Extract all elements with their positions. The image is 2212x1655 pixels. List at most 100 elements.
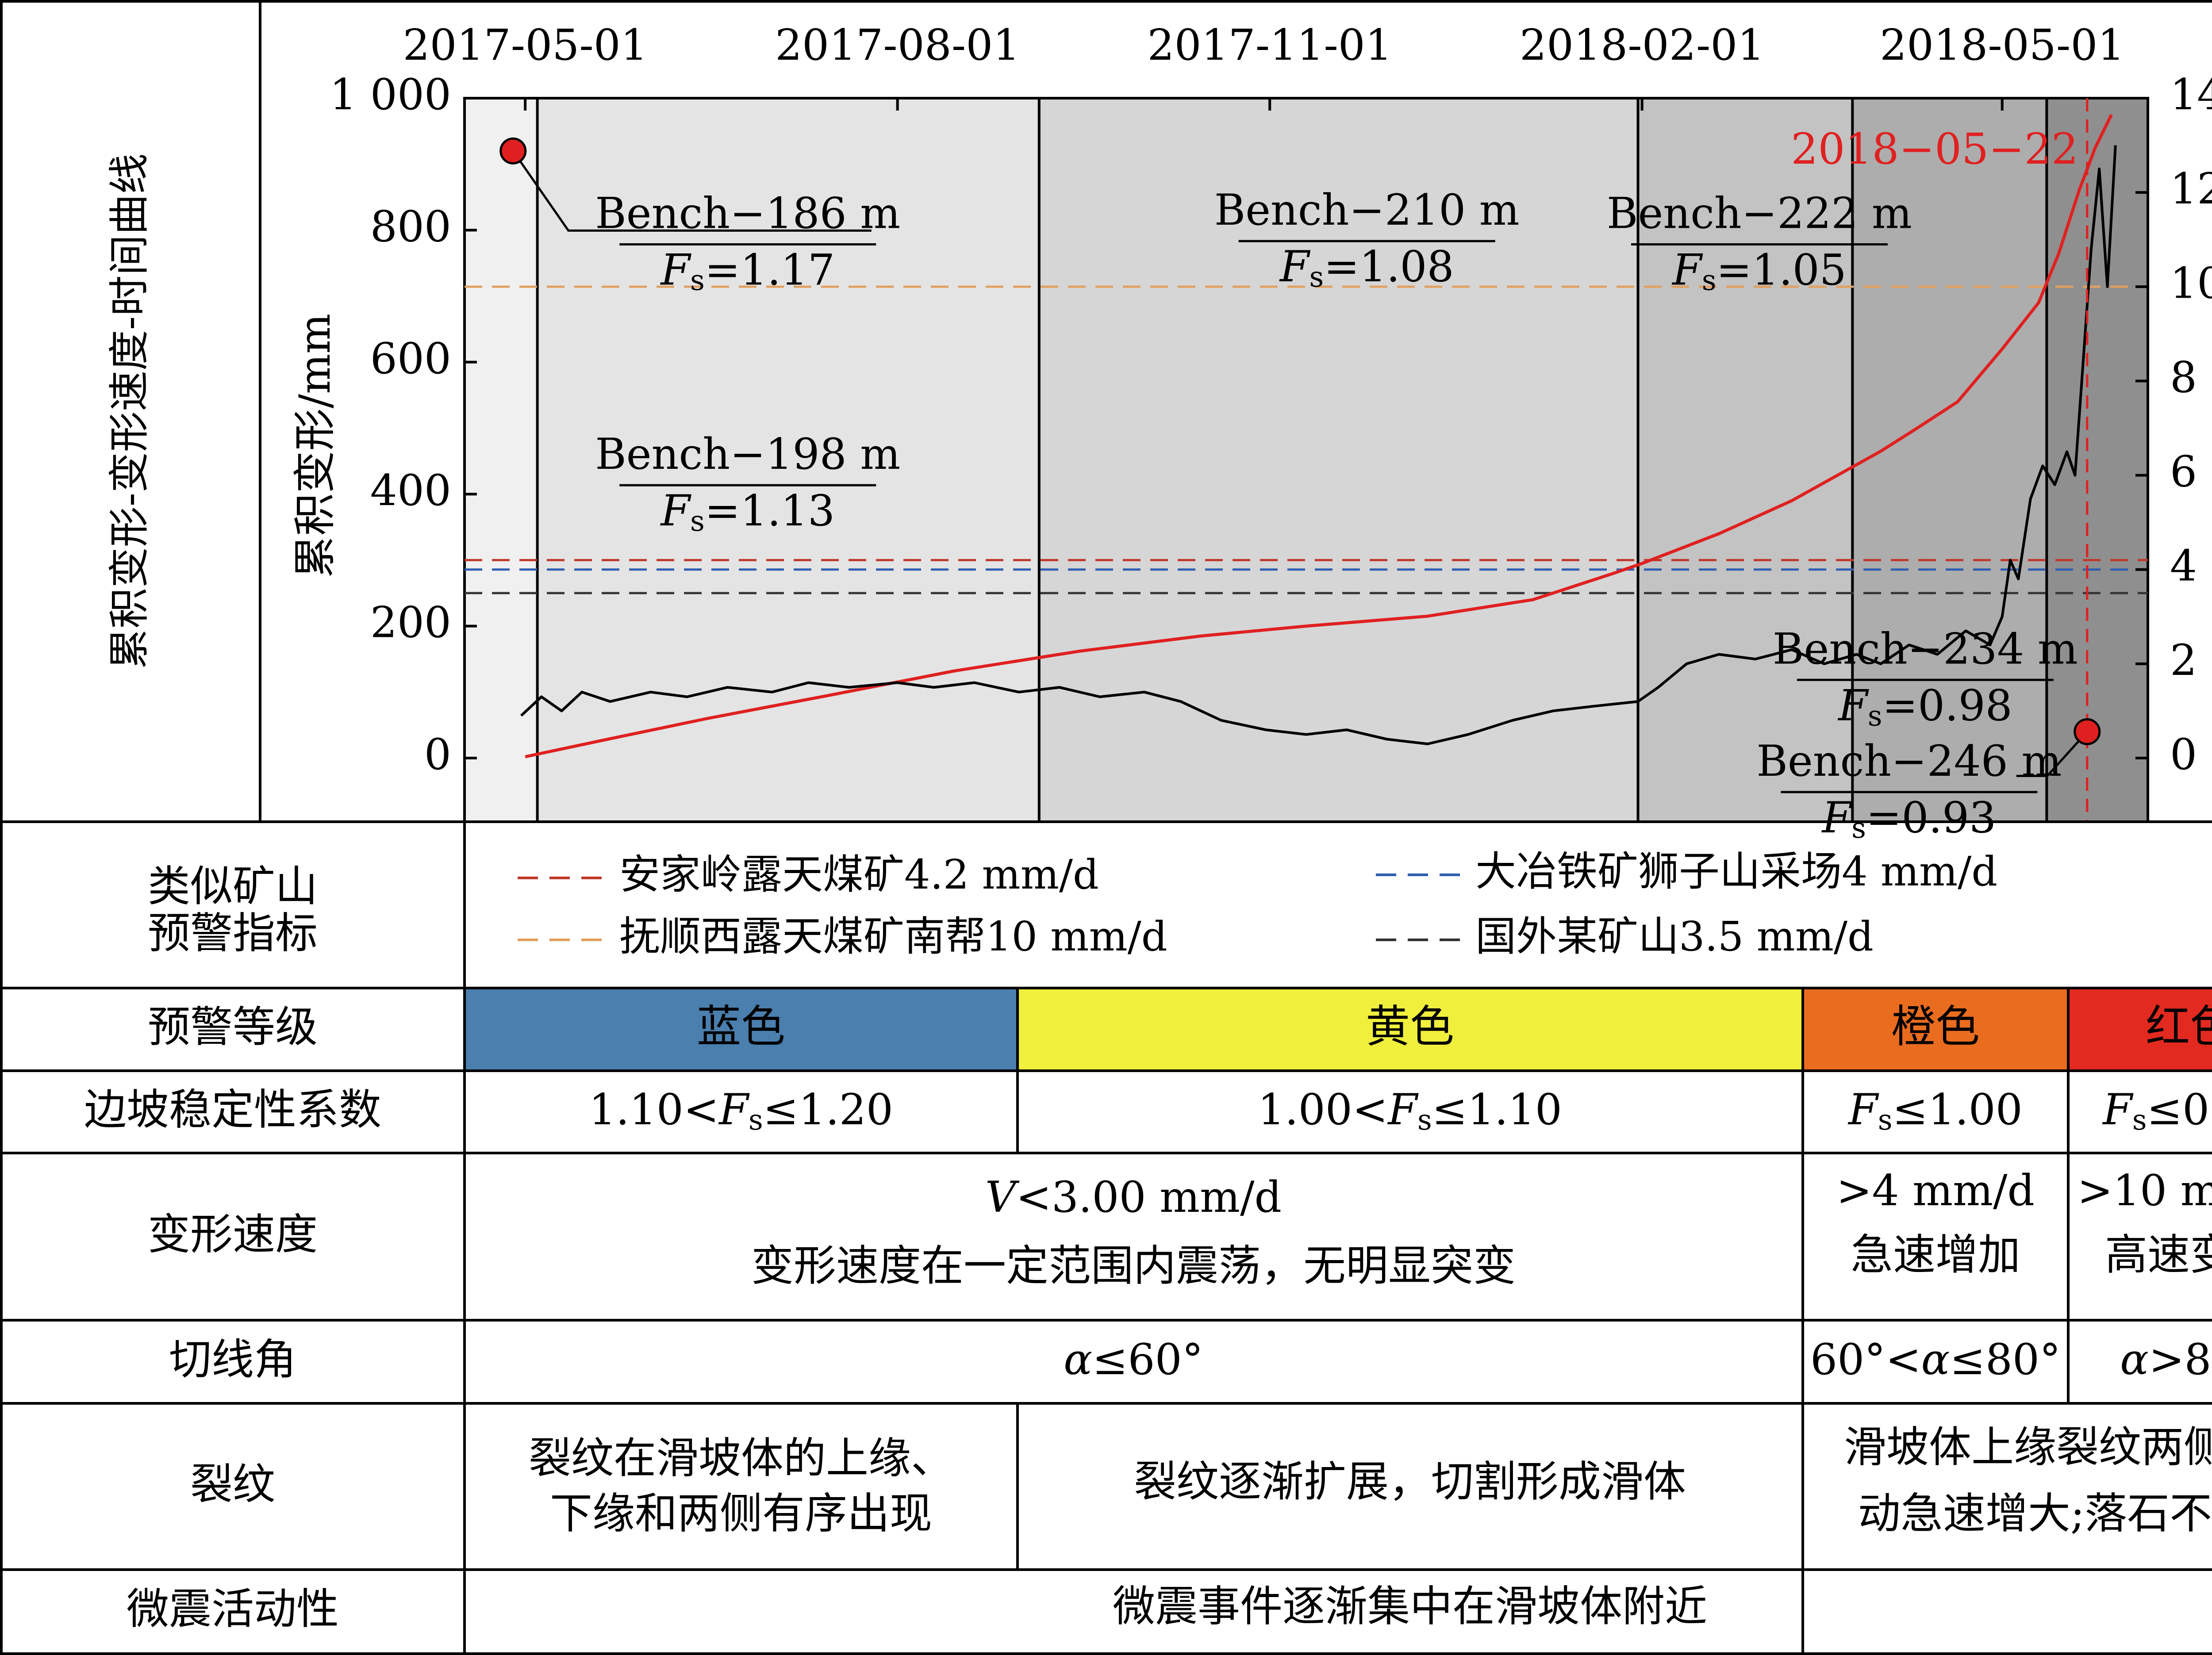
- bench-name-2: Bench−210 m: [1214, 185, 1520, 235]
- legend-label-fushun: 抚顺西露天煤矿南帮10 mm/d: [619, 913, 1167, 960]
- warning-level-header: 预警等级: [148, 1002, 318, 1052]
- level-blue-cell: [465, 988, 1018, 1071]
- bench-fs-5: Fs=0.93: [1821, 793, 1997, 845]
- legend-label-foreign: 国外某矿山3.5 mm/d: [1475, 913, 1874, 960]
- y-left-tick-label-3: 600: [370, 334, 451, 383]
- stage-band-1: [537, 98, 1039, 822]
- series-line-velocity: [520, 145, 2117, 745]
- y-right-tick-label-0: 0: [2170, 730, 2197, 779]
- y-left-tick-label-2: 400: [370, 466, 451, 515]
- date-annotation-label: 2018−05−22: [1791, 124, 2078, 174]
- level-orange-label: 橙色: [1891, 1001, 1980, 1053]
- y-left-tick-label-4: 800: [370, 202, 451, 251]
- bench-name-4: Bench−234 m: [1773, 624, 2078, 674]
- level-blue-label: 蓝色: [697, 1001, 785, 1053]
- y-right-tick-label-4: 8: [2170, 352, 2197, 402]
- bench-name-5: Bench−246 m: [1756, 736, 2062, 786]
- bench-label-4: Bench−234 m Fs=0.98: [1773, 624, 2078, 732]
- stability-blue: 1.10<Fs≤1.20: [589, 1085, 893, 1137]
- speed-red-desc: 高速变形: [2105, 1230, 2212, 1280]
- stage-band-0: [465, 98, 538, 822]
- marker-point-0: [499, 137, 527, 165]
- x-tick-label-4: 2018-05-01: [1880, 20, 2125, 70]
- legend-label-anjialing: 安家岭露天煤矿4.2 mm/d: [619, 851, 1099, 898]
- tangent-orange: 60°<α≤80°: [1810, 1335, 2061, 1384]
- speed-orange-value: >4 mm/d: [1836, 1166, 2035, 1215]
- row-headers: 累积变形-变形速度-时间曲线 类似矿山 预警指标 预警等级 边坡稳定性系数 变形…: [84, 153, 381, 1634]
- y-right-tick-label-5: 10: [2170, 258, 2212, 308]
- stability-red: Fs≤0.95: [2102, 1085, 2212, 1137]
- x-tick-label-0: 2017-05-01: [403, 20, 648, 70]
- speed-header: 变形速度: [148, 1210, 318, 1259]
- stability-orange: Fs≤1.00: [1847, 1085, 2023, 1137]
- microseismic-header: 微震活动性: [127, 1584, 339, 1634]
- bench-fs-2: Fs=1.08: [1279, 242, 1454, 294]
- series-line-cumulative: [525, 114, 2113, 759]
- y-left-axis-label: 累积变形/mm: [290, 314, 340, 578]
- tangent-red: α>80°: [2120, 1335, 2212, 1384]
- crack-yellow: 裂纹逐渐扩展，切割形成滑体: [1134, 1457, 1686, 1506]
- bench-fs-0: Fs=1.17: [660, 245, 835, 297]
- speed-main-value: V<3.00 mm/d: [985, 1172, 1282, 1222]
- microseismic-main: 微震事件逐渐集中在滑坡体附近: [1113, 1582, 1707, 1631]
- level-yellow-label: 黄色: [1366, 1001, 1454, 1053]
- legend-label-daye: 大冶铁矿狮子山采场4 mm/d: [1475, 848, 1997, 895]
- marker-leader-1: [2016, 731, 2088, 777]
- legend: 安家岭露天煤矿4.2 mm/d 大冶铁矿狮子山采场4 mm/d 抚顺西露天煤矿南…: [518, 848, 1997, 960]
- tangent-main: α≤60°: [1064, 1335, 1203, 1384]
- bench-label-1: Bench−198 m Fs=1.13: [595, 429, 900, 538]
- crack-orange-line1: 滑坡体上缘裂纹两侧错: [1844, 1422, 2212, 1472]
- speed-cells: V<3.00 mm/d 变形速度在一定范围内震荡，无明显突变 >4 mm/d 急…: [751, 1166, 2212, 1291]
- crack-orange-line2: 动急速增大;落石不断: [1858, 1489, 2212, 1538]
- stability-header: 边坡稳定性系数: [84, 1085, 381, 1134]
- x-tick-label-3: 2018-02-01: [1520, 20, 1765, 70]
- y-left-tick-label-1: 200: [370, 598, 451, 647]
- stage-band-5: [2047, 98, 2148, 822]
- tangent-cells: α≤60° 60°<α≤80° α>80°: [1064, 1335, 2212, 1384]
- similar-mines-header-1: 类似矿山: [148, 862, 318, 911]
- y-left-tick-label-0: 0: [424, 730, 451, 779]
- level-yellow-cell: [1018, 988, 1803, 1071]
- crack-blue-line1: 裂纹在滑坡体的上缘、: [529, 1433, 953, 1483]
- level-orange-cell: [1803, 988, 2068, 1071]
- marker-leader-0: [512, 150, 872, 232]
- speed-orange-desc: 急速增加: [1851, 1230, 2020, 1280]
- stability-cells: 1.10<Fs≤1.20 1.00<Fs≤1.10 Fs≤1.00 Fs≤0.9…: [589, 1085, 2212, 1137]
- crack-blue-line2: 下缘和两侧有序出现: [550, 1489, 932, 1538]
- chart-row-header: 累积变形-变形速度-时间曲线: [106, 153, 153, 669]
- y-right-tick-label-3: 6: [2170, 447, 2197, 497]
- bench-fs-3: Fs=1.05: [1671, 245, 1847, 297]
- y-right-tick-label-2: 4: [2170, 541, 2197, 591]
- tangent-header: 切线角: [169, 1335, 296, 1384]
- crack-header: 裂纹: [190, 1460, 275, 1509]
- y-right-tick-label-6: 12: [2170, 164, 2212, 214]
- bench-label-3: Bench−222 m Fs=1.05: [1607, 189, 1912, 297]
- y-right-tick-label-1: 2: [2170, 636, 2197, 685]
- x-tick-label-2: 2017-11-01: [1147, 20, 1392, 70]
- level-red-cell: [2068, 988, 2212, 1071]
- bench-name-3: Bench−222 m: [1607, 189, 1912, 238]
- marker-point-1: [2074, 718, 2101, 745]
- y-right-tick-label-7: 14: [2170, 70, 2212, 119]
- speed-main-desc: 变形速度在一定范围内震荡，无明显突变: [751, 1241, 1516, 1291]
- stability-yellow: 1.00<Fs≤1.10: [1258, 1085, 1562, 1137]
- bench-label-5: Bench−246 m Fs=0.93: [1756, 736, 2062, 845]
- stage-band-3: [1638, 98, 1853, 822]
- bench-name-1: Bench−198 m: [595, 429, 900, 479]
- microseismic-cells: 微震事件逐渐集中在滑坡体附近: [1113, 1582, 1707, 1631]
- warning-level-labels: 蓝色 黄色 橙色 红色: [697, 1001, 2212, 1053]
- bench-label-2: Bench−210 m Fs=1.08: [1214, 185, 1520, 293]
- x-tick-label-1: 2017-08-01: [775, 20, 1020, 70]
- crack-cells: 裂纹在滑坡体的上缘、 下缘和两侧有序出现 裂纹逐渐扩展，切割形成滑体 滑坡体上缘…: [529, 1422, 2212, 1538]
- bench-fs-1: Fs=1.13: [660, 486, 835, 538]
- y-left-tick-label-5: 1 000: [330, 70, 451, 119]
- bench-fs-4: Fs=0.98: [1837, 681, 2012, 732]
- stage-band-2: [1039, 98, 1638, 822]
- warning-level-cells: [465, 988, 2212, 1071]
- similar-mines-header-2: 预警指标: [148, 908, 318, 958]
- speed-red-value: >10 mm/d: [2078, 1166, 2212, 1215]
- stage-band-4: [1852, 98, 2047, 822]
